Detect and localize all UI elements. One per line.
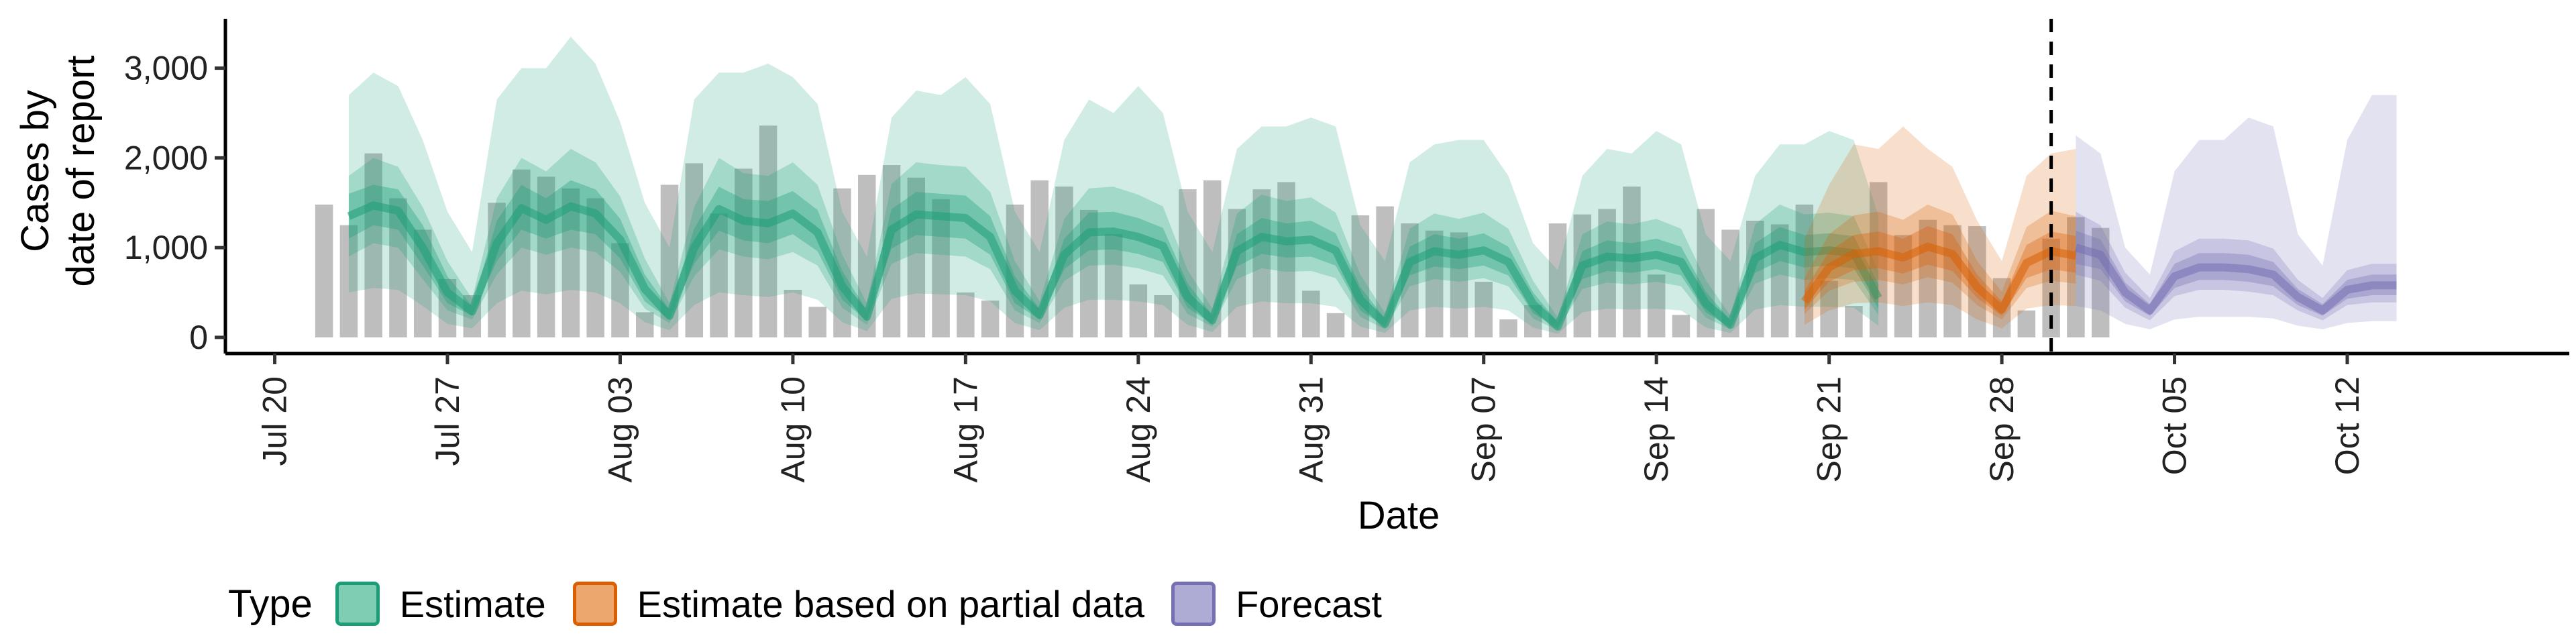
x-tick-label: Aug 10 — [774, 376, 812, 482]
median-line — [347, 201, 1882, 331]
reported-cases-bar — [1474, 281, 1493, 337]
x-tick-label: Aug 31 — [1292, 376, 1330, 482]
legend-item-forecast: Forecast — [1171, 582, 1382, 626]
median-line — [1801, 242, 2077, 314]
reported-cases-bar — [1697, 209, 1715, 337]
reported-cases-bar — [1795, 204, 1814, 337]
reported-cases-bar — [2067, 217, 2085, 337]
band-group-forecast — [2074, 95, 2397, 329]
reported-cases-bar — [1104, 234, 1123, 337]
reported-cases-bar — [1943, 225, 1962, 337]
reported-cases-bar — [1326, 313, 1345, 337]
x-tick-label: Oct 12 — [2328, 376, 2366, 475]
band-lower90-upper90 — [2076, 95, 2397, 329]
legend-label-estimate: Estimate — [399, 582, 546, 625]
x-tick-label: Jul 27 — [429, 376, 466, 466]
legend-label-forecast: Forecast — [1236, 582, 1382, 625]
reported-cases-bar — [932, 199, 950, 337]
y-tick-label: 3,000 — [124, 50, 208, 87]
band-q25-75 — [2076, 230, 2397, 316]
reported-cases-bar — [636, 312, 654, 337]
reported-cases-bar — [1154, 295, 1172, 337]
reported-cases-bar — [1647, 274, 1666, 337]
y-tick-label: 2,000 — [124, 139, 208, 176]
reported-cases-bar — [1252, 189, 1271, 337]
reported-cases-bar — [1598, 209, 1616, 337]
reported-cases-bar — [513, 169, 531, 337]
reported-cases-bar — [784, 290, 802, 337]
reported-cases-bar — [1302, 290, 1320, 337]
x-axis-ticks: Jul 20 Jul 27 Aug 03 Aug 10 Aug 17 Aug 24 Aug … — [256, 354, 2366, 482]
reported-cases-bar — [1179, 189, 1197, 337]
reported-cases-bar — [315, 204, 333, 337]
reported-cases-bar — [1845, 306, 1863, 337]
reported-cases-bar — [710, 213, 728, 337]
reported-cases-bar — [1129, 284, 1148, 337]
x-tick-label: Sep 28 — [1983, 376, 2021, 482]
reported-cases-bar — [364, 153, 382, 337]
reported-cases-bar — [2017, 310, 2036, 337]
median-line — [2074, 244, 2397, 315]
legend-key-partial — [572, 582, 617, 626]
legend-item-partial: Estimate based on partial data — [572, 582, 1145, 626]
y-tick-label: 1,000 — [124, 229, 208, 266]
legend-title: Type — [228, 582, 313, 626]
y-axis-title-line2: date of report — [59, 56, 103, 287]
reported-cases-bar — [1820, 280, 1838, 337]
legend-item-estimate: Estimate — [335, 582, 546, 626]
estimate-bands — [347, 36, 2397, 334]
x-tick-label: Sep 07 — [1465, 376, 1503, 482]
band-group-estimate — [347, 36, 1882, 334]
reported-cases-bar — [1351, 215, 1370, 337]
reported-cases-bar — [735, 168, 753, 337]
legend-key-forecast — [1171, 582, 1216, 626]
y-tick-label: 0 — [189, 319, 208, 356]
reported-cases-bar — [833, 188, 851, 337]
x-tick-label: Aug 17 — [947, 376, 984, 482]
reported-cases-bar — [808, 307, 826, 337]
band-q10-90 — [348, 149, 1879, 331]
x-tick-label: Jul 20 — [256, 376, 294, 466]
reported-cases-bar — [907, 177, 926, 337]
reported-cases-bar — [537, 176, 555, 337]
band-group-estimate-based-on-partial-data — [1801, 126, 2077, 329]
axes — [223, 19, 2569, 356]
band-lower90-upper90 — [1804, 126, 2076, 329]
reported-cases-bar — [981, 301, 1000, 337]
reported-cases-bar — [1499, 319, 1517, 337]
reported-cases-bar — [1277, 182, 1295, 337]
legend-label-partial: Estimate based on partial data — [637, 582, 1145, 625]
reported-cases-bar — [1919, 219, 1937, 337]
reported-cases-bar — [1869, 182, 1888, 337]
legend-key-estimate — [335, 582, 380, 626]
x-axis-title: Date — [1358, 494, 1440, 537]
y-axis-ticks: 0 1,000 2,000 3,000 — [124, 50, 225, 356]
legend: Type Estimate Estimate based on partial … — [228, 577, 1409, 631]
reported-cases-bar — [1672, 315, 1690, 337]
reported-cases-bar — [957, 292, 975, 337]
reported-cases-bar — [2091, 227, 2110, 337]
x-tick-label: Aug 24 — [1120, 376, 1157, 482]
y-axis-title-line1: Cases by — [13, 90, 57, 252]
x-tick-label: Oct 05 — [2156, 376, 2194, 475]
reported-cases-bars — [315, 125, 2110, 337]
reported-cases-bar — [339, 225, 358, 337]
reported-cases-bar — [759, 125, 777, 337]
x-tick-label: Sep 14 — [1638, 376, 1675, 482]
x-tick-label: Aug 03 — [602, 376, 639, 482]
x-tick-label: Sep 21 — [1811, 376, 1848, 482]
